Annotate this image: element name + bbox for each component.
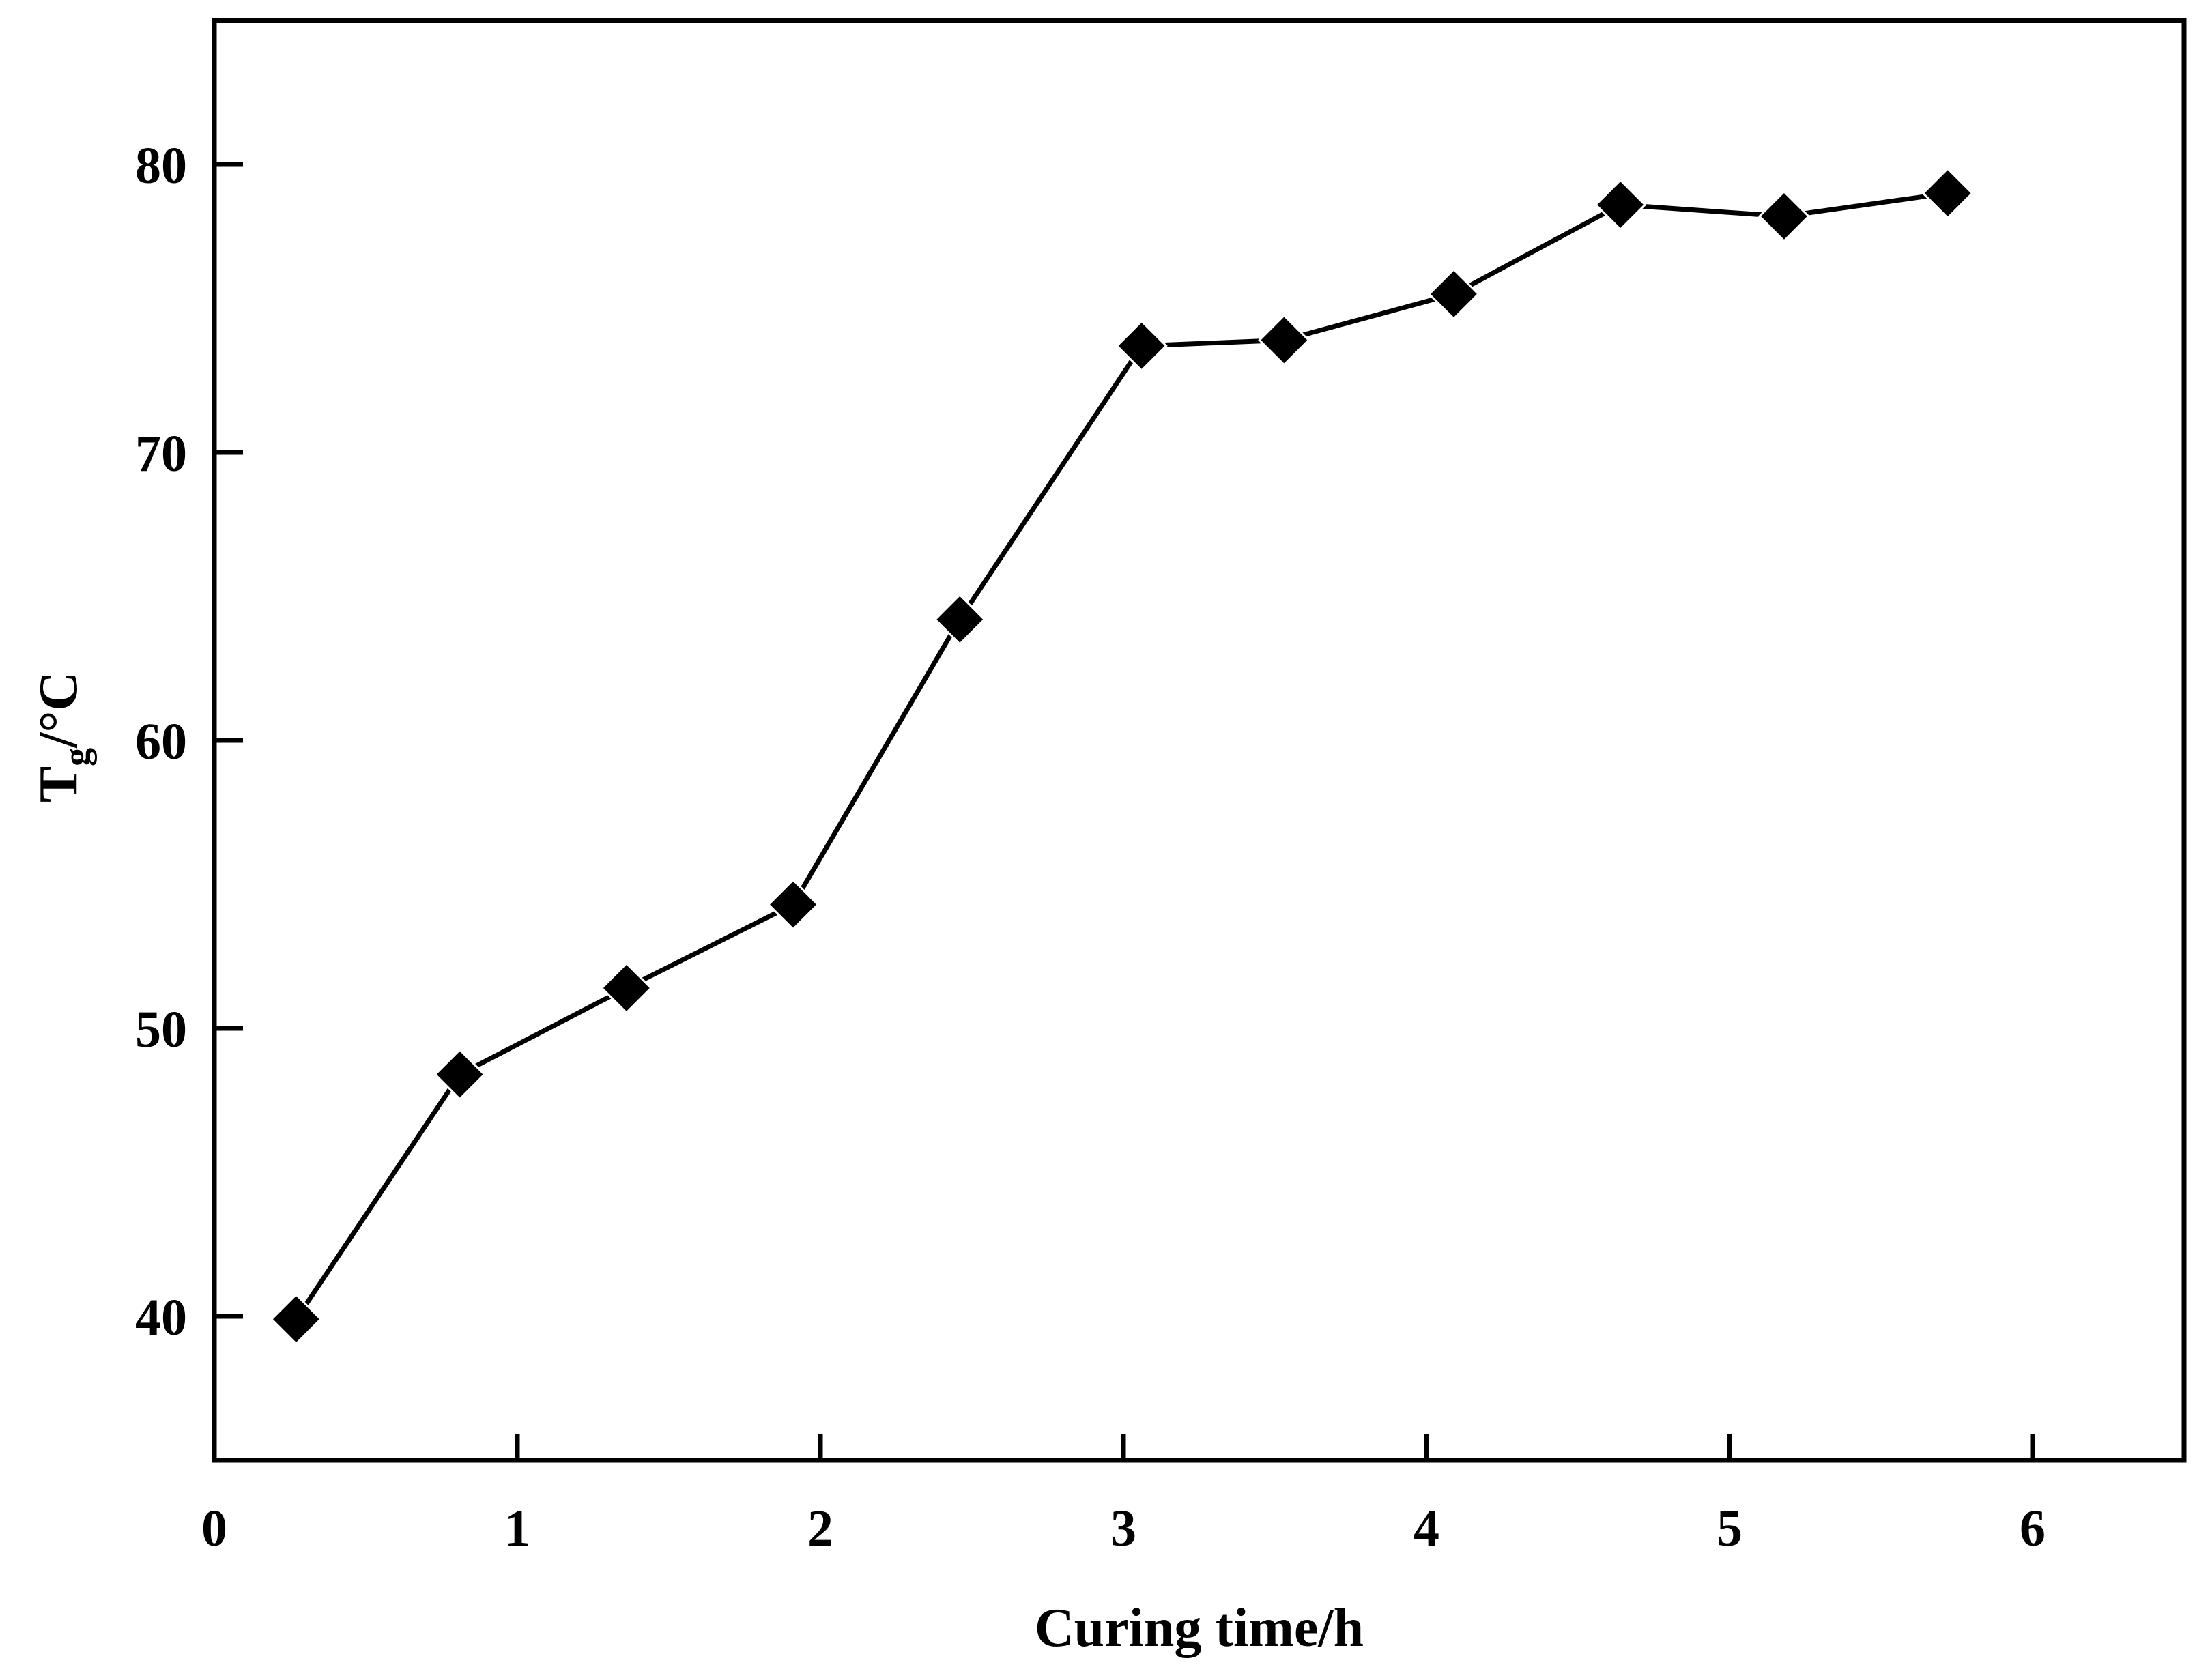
y-axis-ticks: 40 50 60 70 80 <box>135 137 243 1346</box>
y-tick-label: 50 <box>135 1001 187 1058</box>
y-axis-title-unit: /°C <box>29 671 89 749</box>
data-point <box>1115 319 1168 372</box>
x-tick-label: 0 <box>201 1500 227 1557</box>
data-point <box>270 1293 323 1346</box>
data-point <box>1427 267 1480 321</box>
plot-area <box>212 18 2187 1463</box>
plot-frame <box>212 18 2187 1463</box>
x-tick-label: 2 <box>807 1500 833 1557</box>
data-point <box>1258 314 1310 366</box>
x-tick-label: 5 <box>1717 1500 1742 1557</box>
x-tick-label: 3 <box>1110 1500 1136 1557</box>
data-point <box>600 961 652 1015</box>
series-layer <box>270 167 1974 1346</box>
x-tick-label: 6 <box>2020 1500 2046 1557</box>
y-tick-label: 70 <box>135 425 187 482</box>
series-line <box>293 190 1949 1321</box>
data-point <box>433 1048 486 1101</box>
x-axis-ticks: 0 1 2 3 4 5 6 <box>201 1434 2046 1557</box>
y-axis-title-main: T <box>29 766 89 802</box>
x-axis-title: Curing time/h <box>1035 1598 1364 1658</box>
data-point <box>1594 178 1647 231</box>
y-axis-title-sub: g <box>56 748 97 766</box>
y-tick-label: 80 <box>135 137 187 194</box>
x-tick-label: 4 <box>1414 1500 1439 1557</box>
x-tick-label: 1 <box>504 1500 530 1557</box>
data-point <box>934 593 986 646</box>
data-point <box>1758 190 1811 243</box>
data-point <box>1921 167 1974 220</box>
data-point <box>766 878 820 931</box>
y-tick-label: 60 <box>135 713 187 770</box>
y-axis-title: Tg/°C <box>29 671 97 802</box>
y-tick-label: 40 <box>135 1289 187 1346</box>
